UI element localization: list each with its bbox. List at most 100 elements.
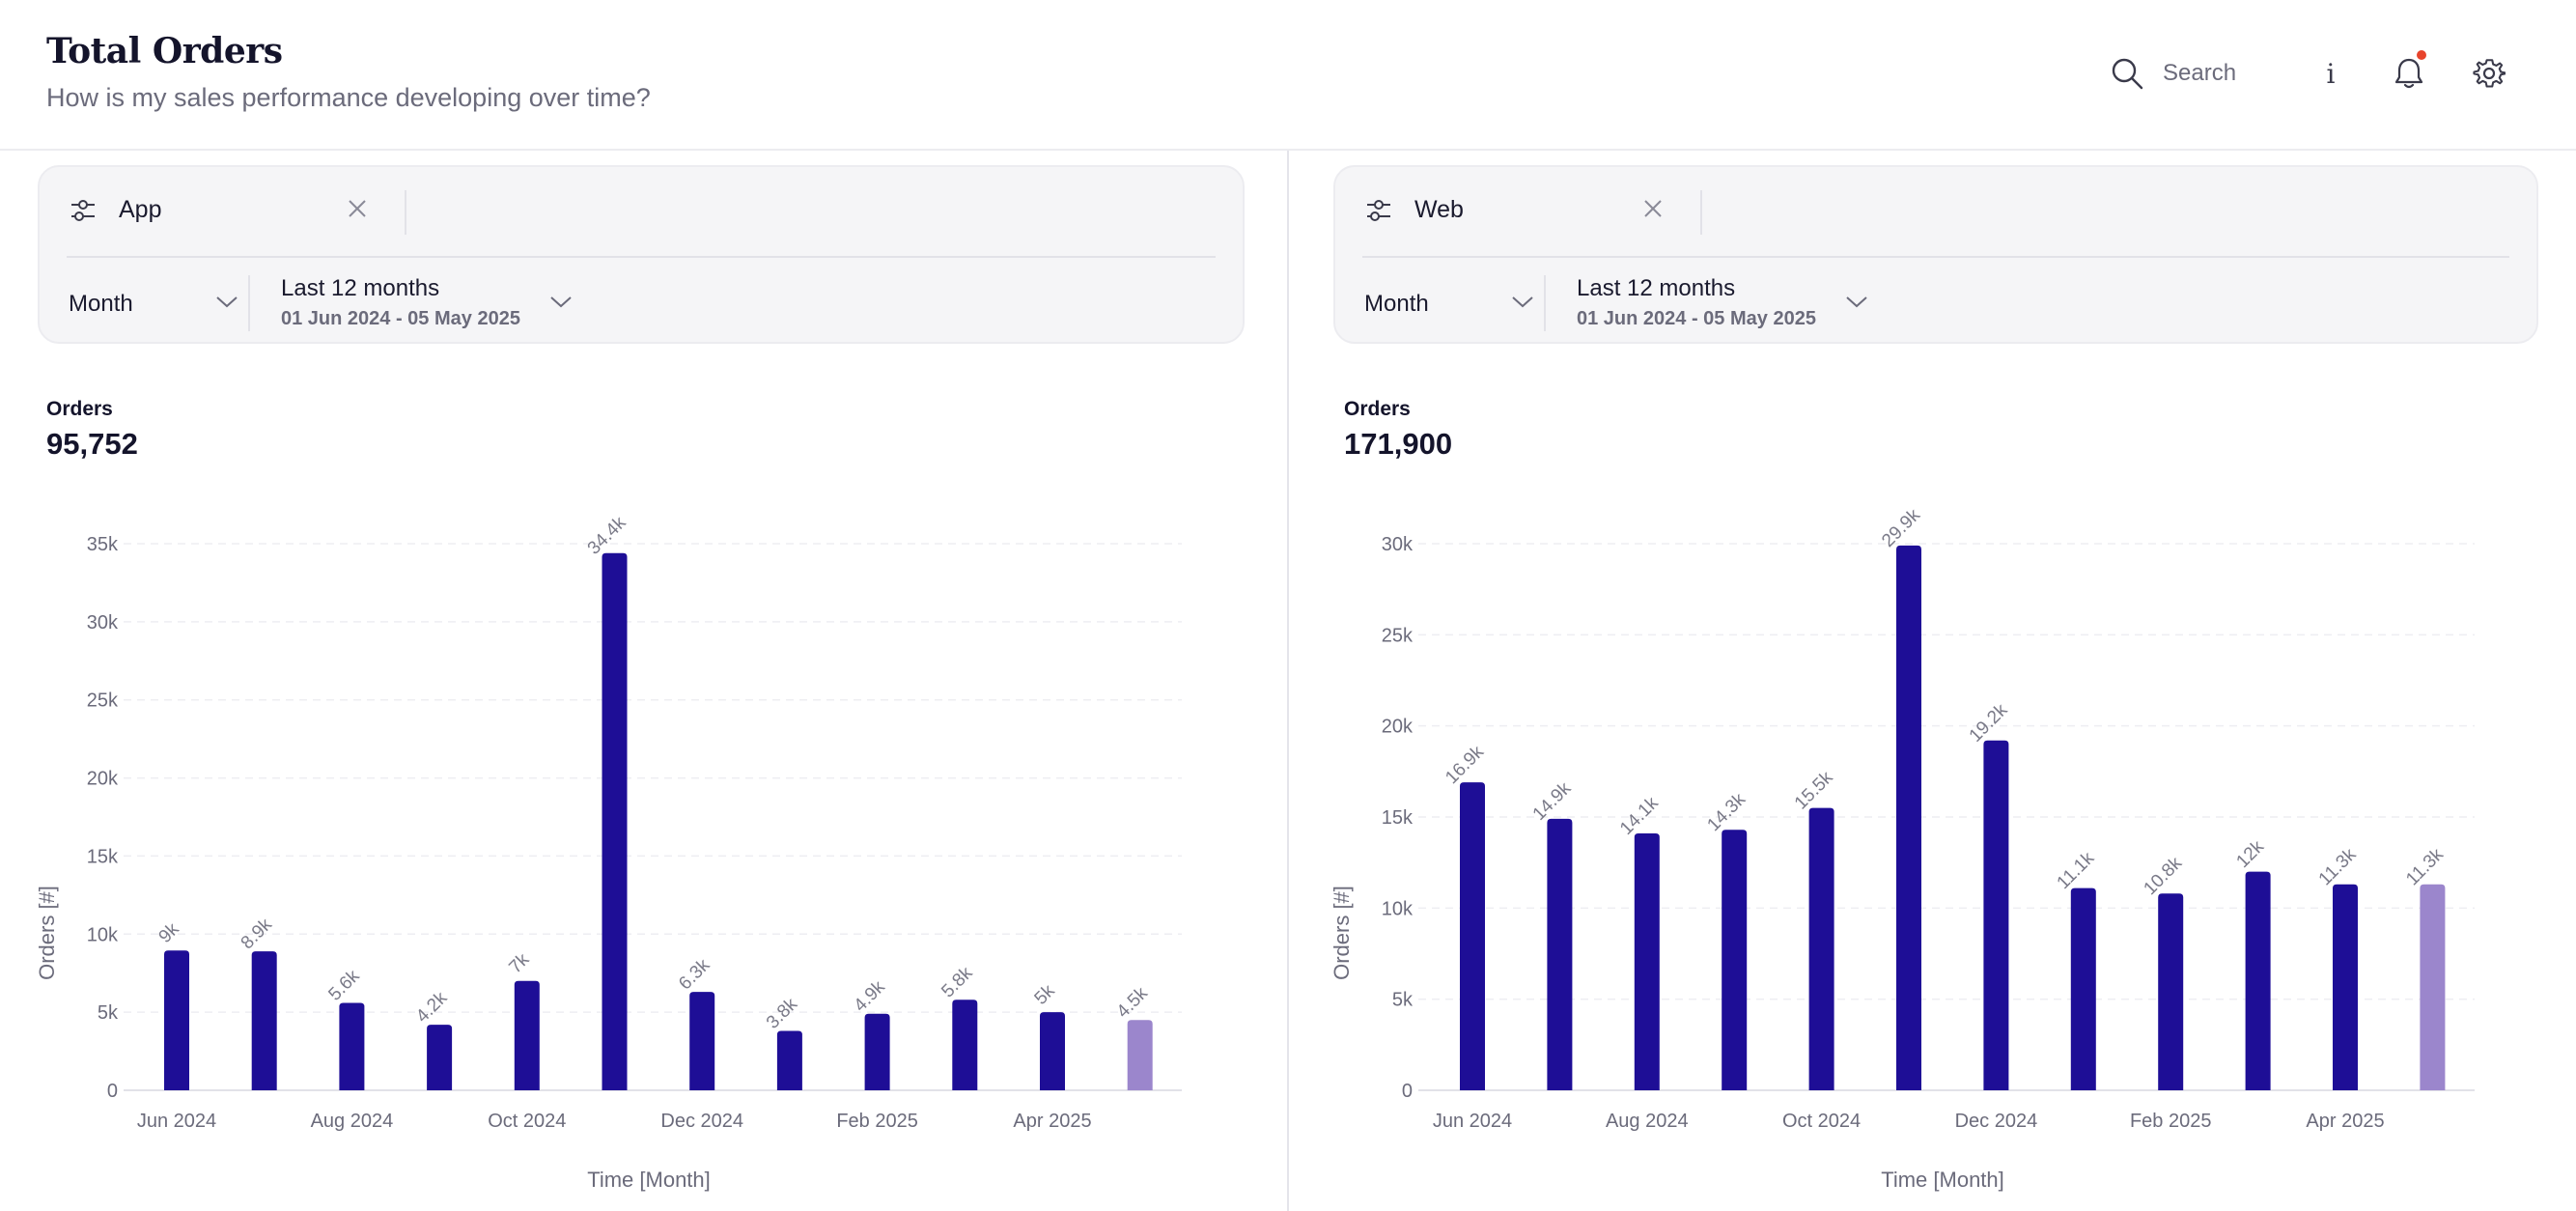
granularity-value: Month <box>69 291 133 317</box>
data-label: 10.8k <box>2140 853 2186 899</box>
bar-feb-2025 <box>2158 893 2184 1090</box>
y-tick-label: 10k <box>87 924 119 945</box>
bar-jun-2024 <box>164 950 189 1090</box>
filter-separator <box>1700 190 1702 235</box>
y-tick-label: 5k <box>98 1002 119 1024</box>
data-label: 7k <box>505 949 533 977</box>
bar-jul-2024 <box>1547 818 1573 1090</box>
search-label: Search <box>2163 60 2237 86</box>
filter-chip-label: App <box>119 196 162 223</box>
bar-jul-2024 <box>251 951 277 1090</box>
x-tick-label: Feb 2025 <box>2130 1111 2212 1132</box>
bar-may-2025 <box>2420 884 2446 1090</box>
data-label: 5.6k <box>324 966 364 1005</box>
bar-jan-2025 <box>776 1030 802 1090</box>
bar-sep-2024 <box>427 1025 453 1090</box>
data-label: 29.9k <box>1878 505 1924 551</box>
search-icon <box>2112 58 2143 90</box>
close-icon[interactable] <box>1640 196 1666 221</box>
y-tick-label: 10k <box>1382 898 1414 919</box>
bar-apr-2025 <box>1040 1012 1065 1090</box>
bar-aug-2024 <box>1634 832 1660 1090</box>
search-input[interactable]: Search <box>2111 54 2284 93</box>
bar-oct-2024 <box>514 980 540 1090</box>
data-label: 11.1k <box>2054 848 2099 893</box>
bar-nov-2024 <box>602 552 628 1090</box>
page-header: Total Orders How is my sales performance… <box>0 0 2576 151</box>
chevron-down-icon <box>1846 296 1867 308</box>
bar-may-2025 <box>1127 1020 1153 1090</box>
data-label: 12k <box>2232 836 2268 872</box>
bar-apr-2025 <box>2333 884 2358 1090</box>
kpi-label: Orders <box>1344 398 1411 420</box>
y-tick-label: 30k <box>1382 534 1414 555</box>
chevron-down-icon <box>550 296 572 308</box>
x-tick-label: Apr 2025 <box>2306 1111 2384 1132</box>
bar-sep-2024 <box>1722 830 1748 1090</box>
bar-aug-2024 <box>339 1002 365 1090</box>
y-tick-label: 30k <box>87 612 119 634</box>
date-range-select[interactable]: Last 12 months 01 Jun 2024 - 05 May 2025 <box>281 275 600 331</box>
x-tick-label: Apr 2025 <box>1013 1111 1091 1132</box>
notifications-button[interactable] <box>2390 50 2428 93</box>
data-label: 14.3k <box>1703 789 1750 835</box>
x-tick-label: Dec 2024 <box>660 1111 743 1132</box>
filter-card-divider <box>1362 256 2509 258</box>
x-tick-label: Jun 2024 <box>137 1111 216 1132</box>
bell-icon <box>2394 58 2423 89</box>
y-tick-label: 25k <box>1382 625 1414 646</box>
kpi-value: 171,900 <box>1344 427 1453 461</box>
x-tick-label: Jun 2024 <box>1433 1111 1512 1132</box>
date-range-label: Last 12 months <box>1577 275 1736 301</box>
data-label: 3.8k <box>763 994 802 1033</box>
filter-separator <box>248 275 250 331</box>
filter-sliders-icon[interactable] <box>1364 196 1393 225</box>
x-axis-title: Time [Month] <box>587 1168 711 1192</box>
page-subtitle: How is my sales performance developing o… <box>46 83 651 112</box>
bar-oct-2024 <box>1808 807 1834 1090</box>
filter-separator <box>405 190 406 235</box>
filter-card-divider <box>67 256 1216 258</box>
filter-card: Web Month Last 12 months 01 Jun 2024 - 0… <box>1333 165 2538 344</box>
date-range-select[interactable]: Last 12 months 01 Jun 2024 - 05 May 2025 <box>1577 275 1895 331</box>
data-label: 8.9k <box>238 915 277 954</box>
bar-jan-2025 <box>2070 887 2096 1090</box>
y-tick-label: 20k <box>1382 717 1414 738</box>
data-label: 5.8k <box>938 963 977 1002</box>
chart-panel-web: Web Month Last 12 months 01 Jun 2024 - 0… <box>1289 151 2576 1211</box>
x-axis-title: Time [Month] <box>1881 1168 2004 1192</box>
data-label: 34.4k <box>584 513 630 559</box>
filter-card: App Month Last 12 months 01 Jun 2024 - 0… <box>38 165 1245 344</box>
settings-button[interactable] <box>2470 54 2508 93</box>
date-range-dates: 01 Jun 2024 - 05 May 2025 <box>1577 308 1816 329</box>
bar-jun-2024 <box>1460 782 1485 1090</box>
y-axis-title: Orders [#] <box>1330 886 1354 980</box>
notification-dot <box>2417 50 2426 60</box>
filter-separator <box>1544 275 1546 331</box>
chart-panel-app: App Month Last 12 months 01 Jun 2024 - 0… <box>0 151 1287 1211</box>
data-label: 11.3k <box>2402 844 2448 889</box>
y-tick-label: 25k <box>87 690 119 712</box>
bar-dec-2024 <box>689 992 715 1090</box>
y-tick-label: 5k <box>1392 990 1414 1011</box>
granularity-select[interactable]: Month <box>1364 281 1557 327</box>
y-tick-label: 35k <box>87 534 119 555</box>
granularity-select[interactable]: Month <box>69 281 262 327</box>
data-label: 4.2k <box>412 988 452 1028</box>
data-label: 5k <box>1031 980 1059 1008</box>
y-tick-label: 15k <box>87 846 119 867</box>
info-icon[interactable]: i <box>2326 57 2336 90</box>
data-label: 15.5k <box>1791 767 1837 813</box>
page-title: Total Orders <box>46 31 283 71</box>
y-tick-label: 0 <box>107 1081 118 1102</box>
data-label: 4.5k <box>1113 983 1153 1023</box>
data-label: 4.9k <box>851 976 890 1016</box>
orders-bar-chart-app: 0 5k 10k 15k 20k 25k 30k 35k 9k Jun 2024 8.9k 5.6k A… <box>35 513 1182 1192</box>
close-icon[interactable] <box>345 196 370 221</box>
kpi-value: 95,752 <box>46 427 138 461</box>
gear-icon <box>2473 59 2506 88</box>
y-tick-label: 15k <box>1382 807 1414 829</box>
filter-sliders-icon[interactable] <box>69 196 98 225</box>
data-label: 11.3k <box>2315 844 2361 889</box>
